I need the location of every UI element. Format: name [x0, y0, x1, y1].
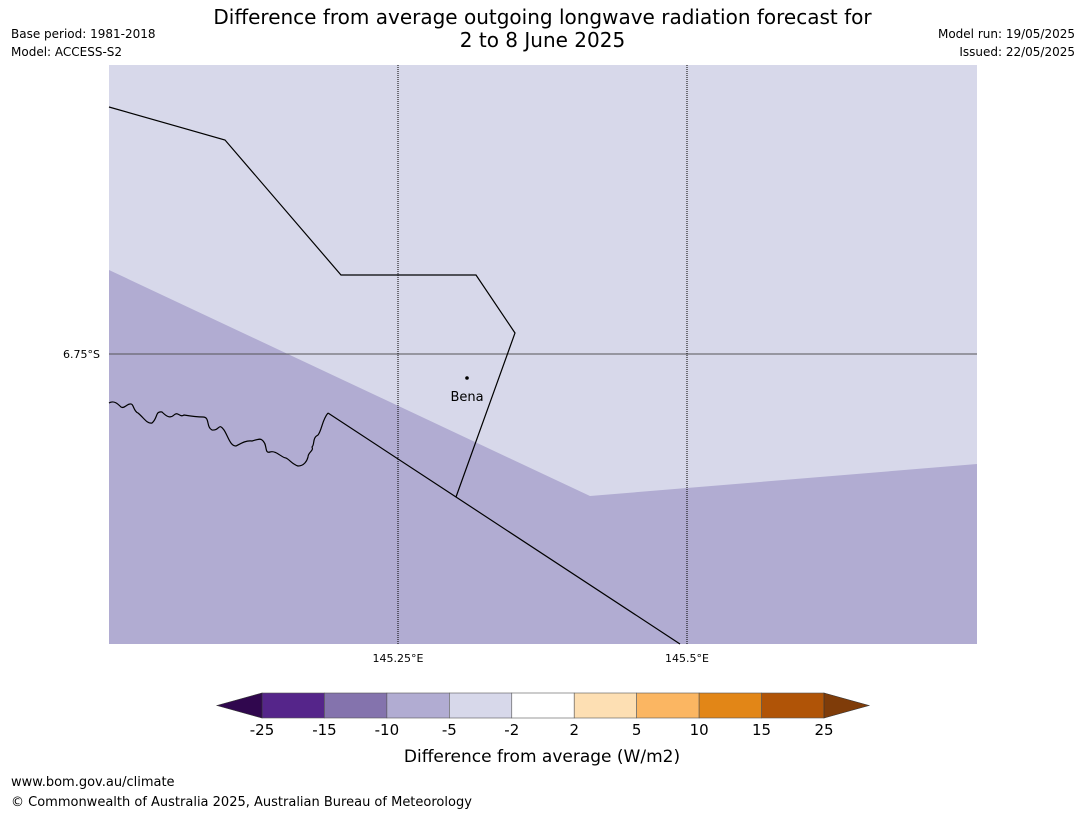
meta-left: Base period: 1981-2018 Model: ACCESS-S2 [11, 25, 156, 61]
chart-title: Difference from average outgoing longwav… [0, 6, 1085, 52]
province-boundary-south [327, 412, 681, 645]
issued-label: Issued: 22/05/2025 [959, 45, 1075, 59]
title-line-1: Difference from average outgoing longwav… [213, 5, 872, 29]
colorbar-over-triangle [823, 692, 871, 719]
colorbar-under-triangle [215, 692, 263, 719]
colorbar-tick-labels: -25 -15 -10 -5 -2 2 5 10 15 25 [250, 721, 834, 739]
colorbar-bins [261, 692, 825, 719]
colorbar-title: Difference from average (W/m2) [404, 747, 680, 767]
colorbar-tick-label: -5 [442, 721, 457, 739]
colorbar-tick-label: 10 [690, 721, 709, 739]
colorbar-tick-label: -2 [504, 721, 519, 739]
colorbar-tick-label: -10 [375, 721, 400, 739]
colorbar-bin [261, 692, 325, 719]
colorbar-tick-label: -25 [250, 721, 275, 739]
place-marker-dot [465, 376, 469, 380]
colorbar-bin [511, 692, 575, 719]
model-run-label: Model run: 19/05/2025 [937, 27, 1075, 41]
lat-tick-label: 6.75°S [63, 348, 100, 361]
colorbar-bin [636, 692, 700, 719]
colorbar-tick-label: 5 [632, 721, 642, 739]
coastline-river [108, 401, 329, 467]
lon-tick-label-145-25: 145.25°E [373, 652, 424, 665]
lon-tick-label-145-5: 145.5°E [665, 652, 709, 665]
place-label-bena: Bena [450, 390, 483, 405]
meta-right: Model run: 19/05/2025 Issued: 22/05/2025 [938, 25, 1075, 61]
colorbar-bin [386, 692, 450, 719]
base-period-label: Base period: 1981-2018 [11, 27, 156, 41]
colorbar-bin [324, 692, 388, 719]
map-region-dark [109, 270, 977, 644]
colorbar-bin [761, 692, 825, 719]
model-label: Model: ACCESS-S2 [11, 45, 123, 59]
province-boundary [108, 106, 516, 498]
forecast-map: Bena 6.75°S 145.25°E 145.5°E [63, 65, 977, 665]
colorbar-tick-label: 2 [569, 721, 579, 739]
colorbar-tick-label: 25 [814, 721, 833, 739]
title-line-2: 2 to 8 June 2025 [459, 28, 626, 52]
colorbar-bin [449, 692, 513, 719]
colorbar-tick-label: 15 [752, 721, 771, 739]
colorbar-bin [573, 692, 637, 719]
colorbar-tick-label: -15 [312, 721, 337, 739]
footer-copyright: © Commonwealth of Australia 2025, Austra… [11, 795, 472, 810]
footer-url: www.bom.gov.au/climate [11, 775, 175, 790]
colorbar-bin [698, 692, 762, 719]
